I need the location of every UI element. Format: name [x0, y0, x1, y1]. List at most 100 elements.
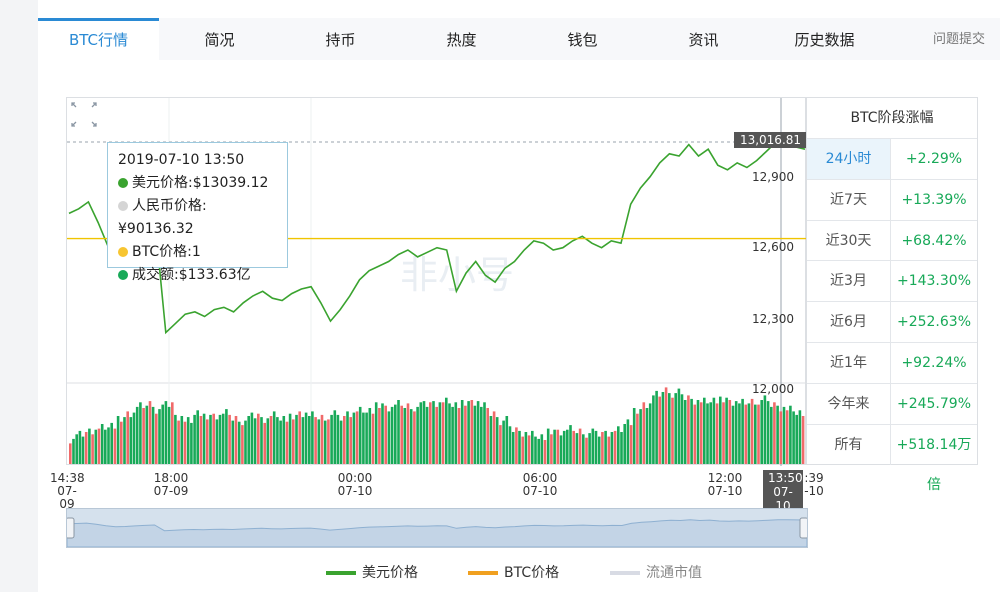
volume-bar	[648, 403, 652, 464]
volume-bar	[247, 416, 250, 464]
volume-bar	[502, 420, 505, 464]
tab-holdings[interactable]: 持币	[325, 31, 356, 49]
volume-bar	[629, 425, 633, 464]
volume-bar	[562, 430, 566, 464]
volume-bar	[186, 417, 190, 464]
x-tick-label-end: :39 -10	[804, 471, 824, 498]
tab-wallet[interactable]: 钱包	[567, 31, 598, 49]
volume-bar	[190, 422, 193, 464]
volume-bar	[699, 402, 703, 464]
tab-overview[interactable]: 简况	[204, 31, 235, 49]
volume-bar	[607, 436, 611, 464]
volume-bar	[228, 414, 231, 464]
period-row-3m[interactable]: 近3月 +143.30%	[807, 261, 977, 303]
tooltip-usd: 美元价格:$13039.12	[132, 175, 269, 191]
usd-price-series	[68, 141, 806, 335]
volume-bar	[731, 405, 735, 464]
volume-bar	[464, 405, 467, 464]
volume-bar	[632, 408, 636, 464]
volume-bar	[352, 412, 356, 464]
volume-bar	[155, 413, 158, 464]
volume-bar	[671, 397, 674, 464]
fullscreen-icon[interactable]	[71, 102, 97, 127]
tab-news[interactable]: 资讯	[688, 31, 719, 49]
volume-bar	[113, 428, 117, 464]
x-tick-label: 18:00 07-09	[153, 471, 189, 498]
volume-bar	[365, 412, 368, 464]
volume-bar	[779, 411, 783, 464]
tab-feedback[interactable]: 问题提交	[932, 32, 985, 47]
volume-bar	[766, 401, 770, 464]
volume-bar	[722, 402, 725, 464]
volume-bar	[279, 420, 282, 464]
navigator-svg	[65, 517, 809, 548]
volume-bar	[734, 401, 738, 464]
volume-bar	[728, 400, 732, 464]
volume-bar	[358, 406, 362, 464]
volume-bar	[658, 396, 661, 464]
tab-popularity[interactable]: 热度	[446, 31, 477, 49]
period-row-30d[interactable]: 近30天 +68.42%	[807, 220, 977, 262]
volume-bar	[422, 401, 426, 464]
period-row-ytd[interactable]: 今年来 +245.79%	[807, 383, 977, 425]
volume-bar	[451, 406, 454, 464]
tab-btc-market[interactable]: BTC行情	[38, 18, 159, 60]
legend-cap-swatch	[610, 571, 640, 575]
volume-bar	[460, 400, 464, 464]
volume-bar	[266, 418, 270, 464]
volume-bar	[406, 403, 410, 464]
volume-bar	[104, 429, 107, 464]
volume-bar	[680, 394, 684, 464]
volume-bar	[763, 395, 767, 464]
legend-usd-swatch	[326, 571, 356, 575]
volume-bar	[161, 404, 164, 464]
volume-bar	[795, 414, 798, 464]
volume-bar	[199, 416, 203, 464]
period-row-24h[interactable]: 24小时 +2.29%	[807, 139, 977, 180]
volume-bar	[524, 432, 528, 464]
volume-bar	[419, 402, 423, 464]
volume-bar	[473, 405, 477, 464]
volume-bar	[94, 429, 98, 464]
volume-bar	[218, 414, 222, 464]
volume-bar	[432, 401, 435, 464]
volume-bar	[400, 405, 403, 464]
volume-bar	[167, 406, 171, 464]
volume-bar	[578, 428, 582, 464]
price-chart[interactable]: 非小号 2019-07-10 13:50 美元价格:$13039.12 人民币价…	[66, 97, 807, 466]
volume-bar	[690, 398, 693, 464]
legend-usd[interactable]: 美元价格	[326, 562, 418, 582]
period-row-6m[interactable]: 近6月 +252.63%	[807, 302, 977, 343]
volume-bar	[72, 438, 75, 464]
volume-bar	[435, 406, 438, 464]
volume-bar	[263, 422, 266, 464]
volume-bar	[706, 403, 709, 464]
volume-bar	[505, 416, 509, 464]
volume-bar	[559, 435, 563, 464]
volume-bar	[206, 419, 209, 464]
volume-bar	[588, 433, 591, 464]
tab-history-data[interactable]: 历史数据	[794, 31, 855, 49]
volume-bar	[304, 412, 308, 464]
volume-bar	[164, 401, 168, 464]
volume-bar	[333, 410, 337, 464]
navigator-right-handle[interactable]	[799, 517, 809, 539]
volume-bar	[81, 436, 85, 464]
legend-market-cap[interactable]: 流通市值	[610, 562, 702, 582]
period-row-all[interactable]: 所有 +518.14万倍	[807, 424, 977, 493]
volume-bar	[362, 412, 365, 464]
volume-bar	[518, 430, 521, 464]
legend-btc[interactable]: BTC价格	[468, 562, 559, 582]
volume-bar	[183, 421, 187, 464]
range-navigator[interactable]	[65, 508, 809, 548]
period-row-1y[interactable]: 近1年 +92.24%	[807, 342, 977, 384]
volume-bar	[760, 400, 763, 464]
volume-bar	[652, 395, 655, 464]
period-row-7d[interactable]: 近7天 +13.39%	[807, 179, 977, 221]
volume-bar	[129, 417, 133, 464]
cny-dot-icon	[118, 201, 128, 211]
volume-bar	[515, 427, 518, 464]
navigator-left-handle[interactable]	[65, 517, 75, 539]
volume-bar	[441, 402, 445, 464]
y-tick-label: 12,900	[752, 170, 794, 184]
